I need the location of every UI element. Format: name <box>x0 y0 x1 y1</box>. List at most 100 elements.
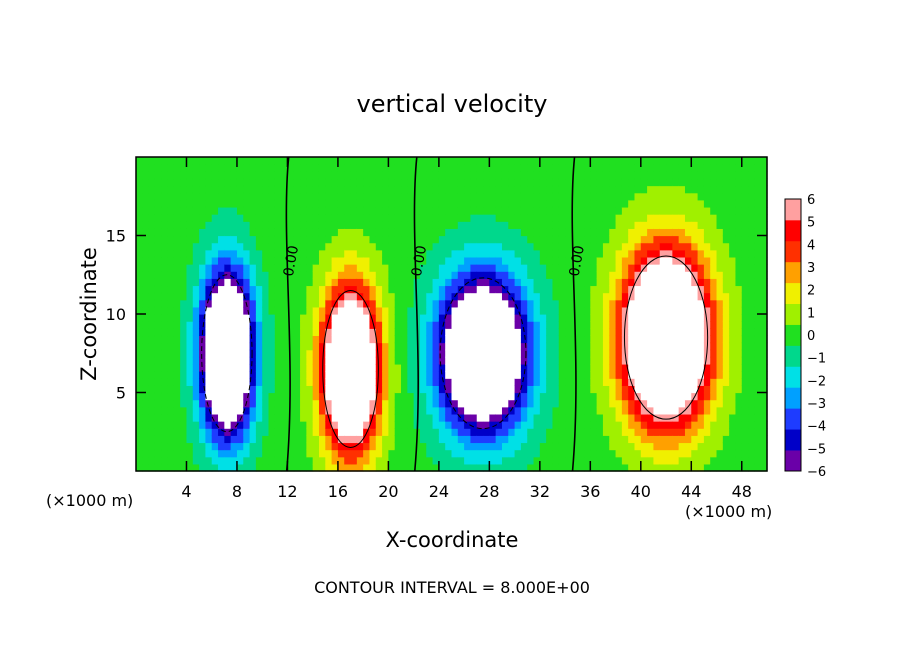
field-cell <box>262 164 270 172</box>
field-cell <box>148 392 156 401</box>
field-cell <box>615 335 623 344</box>
field-cell <box>432 157 440 165</box>
field-cell <box>268 442 276 451</box>
field-cell <box>136 256 143 265</box>
field-cell <box>426 299 434 308</box>
field-cell <box>211 342 219 351</box>
field-cell <box>312 399 320 408</box>
field-cell <box>602 192 610 201</box>
field-cell <box>230 242 238 251</box>
field-cell <box>691 278 699 287</box>
field-cell <box>741 356 749 365</box>
field-cell <box>218 256 225 265</box>
field-cell <box>287 335 295 344</box>
field-cell <box>760 421 768 429</box>
field-cell <box>691 385 699 394</box>
field-cell <box>419 292 427 301</box>
field-cell <box>312 335 320 344</box>
field-cell <box>489 221 497 229</box>
field-cell <box>438 271 446 279</box>
field-cell <box>546 171 554 180</box>
field-cell <box>457 321 465 329</box>
field-cell <box>350 349 358 358</box>
field-cell <box>602 321 610 329</box>
field-cell <box>457 399 465 408</box>
field-cell <box>628 363 636 372</box>
field-cell <box>363 356 371 365</box>
field-cell <box>243 192 251 201</box>
field-cell <box>628 206 636 215</box>
field-cell <box>255 413 263 422</box>
field-cell <box>180 363 188 372</box>
field-cell <box>306 392 314 401</box>
field-cell <box>457 385 465 394</box>
field-cell <box>748 292 755 301</box>
field-cell <box>407 285 415 294</box>
field-cell <box>236 192 244 201</box>
field-cell <box>577 242 585 251</box>
field-cell <box>262 371 270 379</box>
field-cell <box>325 164 333 172</box>
field-cell <box>514 435 522 444</box>
field-cell <box>375 335 383 344</box>
field-cell <box>350 264 358 272</box>
field-cell <box>268 192 276 201</box>
field-cell <box>211 421 219 429</box>
field-cell <box>325 442 333 451</box>
field-cell <box>224 249 232 258</box>
field-cell <box>741 413 749 422</box>
field-cell <box>558 185 566 194</box>
field-cell <box>615 371 623 379</box>
field-cell <box>533 271 541 279</box>
field-cell <box>577 356 585 365</box>
field-cell <box>558 435 566 444</box>
field-cell <box>426 335 434 344</box>
field-cell <box>615 463 623 472</box>
field-cell <box>173 178 181 187</box>
field-cell <box>432 199 440 208</box>
field-cell <box>533 463 541 472</box>
field-cell <box>262 392 270 401</box>
field-cell <box>514 456 522 465</box>
field-cell <box>451 378 459 386</box>
field-cell <box>211 456 219 465</box>
field-cell <box>350 306 358 315</box>
field-cell <box>337 271 345 279</box>
field-cell <box>710 157 718 165</box>
field-cell <box>565 285 572 294</box>
field-cell <box>268 228 276 237</box>
field-cell <box>224 356 232 365</box>
field-cell <box>710 399 718 408</box>
field-cell <box>640 178 648 187</box>
x-unit-label-right: (×1000 m) <box>685 502 772 521</box>
field-cell <box>249 463 257 472</box>
field-cell <box>609 242 617 251</box>
field-cell <box>609 199 617 208</box>
field-cell <box>180 192 188 201</box>
field-cell <box>445 349 453 358</box>
field-cell <box>243 271 251 279</box>
field-cell <box>602 399 610 408</box>
field-cell <box>741 342 749 351</box>
field-cell <box>413 456 421 465</box>
field-cell <box>281 321 289 329</box>
field-cell <box>173 406 181 415</box>
field-cell <box>438 292 446 301</box>
field-cell <box>451 356 459 365</box>
colorbar-swatch <box>785 324 801 346</box>
field-cell <box>666 264 673 272</box>
field-cell <box>142 249 150 258</box>
field-cell <box>205 335 213 344</box>
field-cell <box>312 435 320 444</box>
field-cell <box>306 449 314 458</box>
field-cell <box>136 413 143 422</box>
field-cell <box>306 406 314 415</box>
field-cell <box>186 385 194 394</box>
field-cell <box>407 406 415 415</box>
field-cell <box>356 164 364 172</box>
field-cell <box>621 164 629 172</box>
field-cell <box>678 392 686 401</box>
field-cell <box>451 449 459 458</box>
field-cell <box>678 456 686 465</box>
field-cell <box>287 285 295 294</box>
